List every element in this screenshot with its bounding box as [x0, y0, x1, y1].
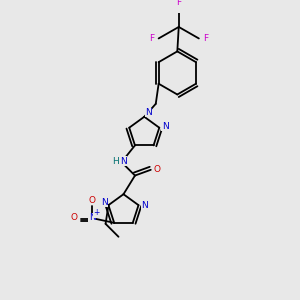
Text: N: N: [145, 108, 152, 117]
Text: N: N: [101, 198, 107, 207]
Text: N: N: [120, 157, 127, 166]
Text: F: F: [176, 0, 181, 7]
Text: F: F: [149, 34, 154, 43]
Text: +: +: [93, 208, 99, 217]
Text: O: O: [88, 196, 96, 205]
Text: O: O: [70, 213, 77, 222]
Text: N: N: [162, 122, 168, 131]
Text: N: N: [142, 201, 148, 210]
Text: H: H: [112, 157, 119, 166]
Text: F: F: [203, 34, 208, 43]
Text: N: N: [89, 213, 95, 222]
Text: O: O: [154, 165, 160, 174]
